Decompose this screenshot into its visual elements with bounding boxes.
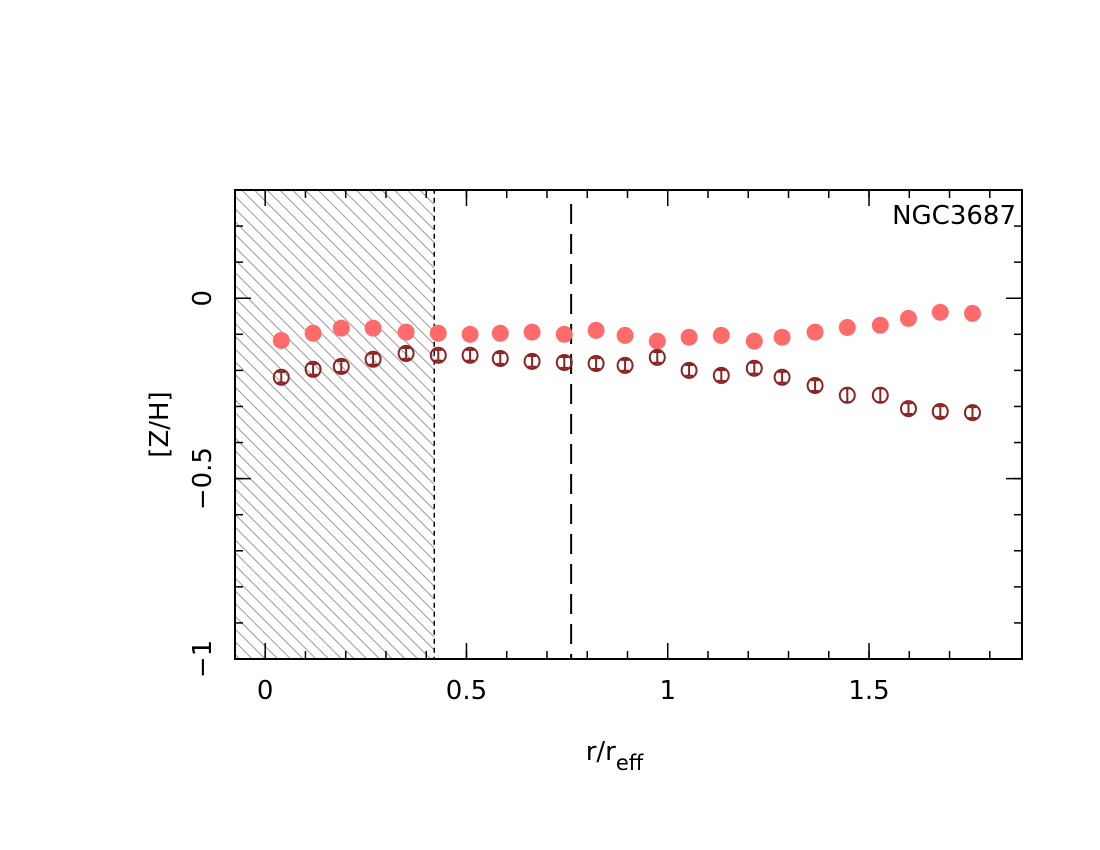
point: [491, 349, 509, 367]
error-bar: [778, 370, 787, 384]
point: [712, 326, 730, 344]
error-bar: [369, 352, 378, 366]
error-bar: [811, 379, 820, 392]
y-tick-label: −0.5: [188, 447, 218, 510]
point: [712, 366, 730, 384]
point: [272, 368, 290, 386]
point: [272, 331, 290, 349]
error-bar: [402, 347, 411, 360]
point: [555, 325, 573, 343]
point: [871, 386, 889, 404]
point: [745, 332, 763, 350]
point: [963, 404, 981, 422]
error-bar: [876, 387, 885, 404]
y-tick-label: −1: [188, 640, 218, 678]
point: [899, 400, 917, 418]
error-bar: [496, 352, 505, 365]
point: [773, 328, 791, 346]
point: [838, 318, 856, 336]
error-bar: [653, 350, 662, 364]
point: [899, 309, 917, 327]
error-bar: [466, 348, 475, 362]
point: [587, 355, 605, 373]
point: [332, 357, 350, 375]
point: [871, 316, 889, 334]
point: [773, 368, 791, 386]
point: [963, 304, 981, 322]
error-bar: [434, 348, 443, 362]
point: [429, 346, 447, 364]
point: [587, 321, 605, 339]
error-bar: [936, 405, 945, 418]
point: [555, 353, 573, 371]
error-bar: [309, 362, 318, 376]
point: [364, 319, 382, 337]
point: [364, 350, 382, 368]
error-bar: [337, 360, 346, 373]
error-bar: [621, 358, 630, 372]
point: [304, 324, 322, 342]
point: [931, 403, 949, 421]
y-axis-label: [Z/H]: [145, 391, 175, 457]
point: [491, 324, 509, 342]
x-axis-label-main: r/r: [586, 737, 616, 767]
error-bar: [685, 363, 694, 377]
annotation: NGC3687: [892, 201, 1016, 231]
x-axis-label-sub: eff: [616, 751, 644, 775]
error-bar: [592, 357, 601, 370]
x-tick-label: 1: [659, 676, 676, 706]
point: [806, 377, 824, 395]
point: [461, 346, 479, 364]
point: [523, 323, 541, 341]
error-bar: [717, 369, 726, 382]
point: [680, 328, 698, 346]
excluded-region: [234, 189, 436, 660]
error-bar: [528, 354, 537, 368]
y-tick-label: 0: [188, 290, 218, 307]
point: [648, 332, 666, 350]
x-tick-label: 0: [257, 676, 274, 706]
point: [397, 344, 415, 362]
error-bar: [277, 370, 286, 384]
point: [806, 323, 824, 341]
point: [616, 356, 634, 374]
point: [397, 323, 415, 341]
point: [931, 303, 949, 321]
error-bar: [750, 361, 759, 375]
point: [429, 324, 447, 342]
point: [332, 319, 350, 337]
error-bar: [560, 356, 569, 369]
point: [461, 325, 479, 343]
point: [680, 361, 698, 379]
x-tick-label: 0.5: [446, 676, 487, 706]
point: [838, 386, 856, 404]
plot-frame: [234, 189, 1023, 660]
point: [745, 359, 763, 377]
error-bar: [904, 402, 913, 416]
x-axis-label: r/reff: [586, 737, 644, 775]
point: [304, 360, 322, 378]
error-bar: [968, 406, 977, 420]
point: [616, 326, 634, 344]
point: [523, 352, 541, 370]
error-bar: [843, 387, 852, 404]
x-tick-label: 1.5: [848, 676, 889, 706]
point: [648, 348, 666, 366]
